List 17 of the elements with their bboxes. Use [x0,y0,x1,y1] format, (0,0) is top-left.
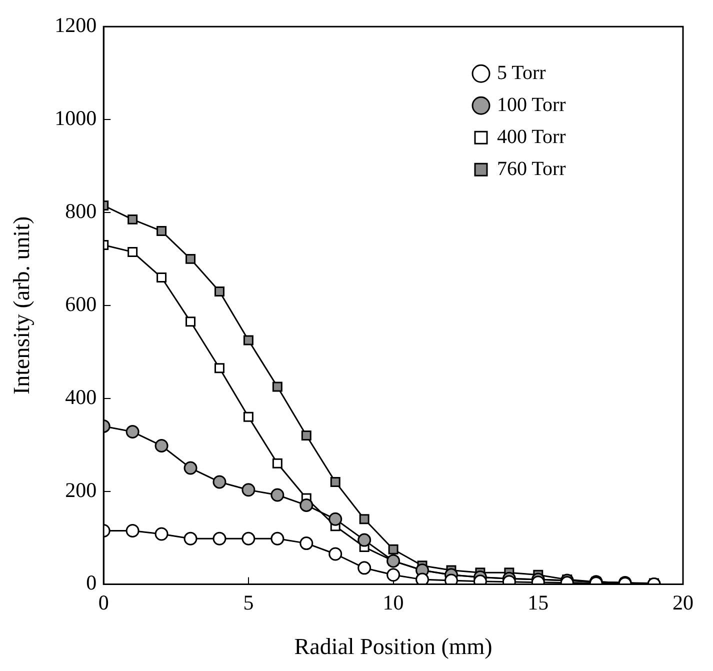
x-tick-label: 15 [528,590,549,614]
legend-label: 760 Torr [497,158,566,180]
x-axis-title: Radial Position (mm) [294,634,492,660]
x-tick-label: 5 [243,590,254,614]
legend-label: 100 Torr [497,94,566,116]
x-tick-label: 20 [672,590,694,614]
x-tick-label: 10 [382,590,404,614]
y-axis-title: Intensity (arb. unit) [8,216,34,395]
y-tick-label: 200 [65,478,97,502]
y-tick-label: 0 [86,570,97,595]
legend-label: 400 Torr [497,126,566,148]
y-tick-label: 800 [65,198,97,223]
y-tick-label: 600 [65,292,97,316]
legend-label: 5 Torr [497,62,546,84]
y-tick-label: 400 [65,384,97,409]
y-tick-label: 1200 [54,13,97,38]
y-tick-label: 1000 [54,106,97,130]
